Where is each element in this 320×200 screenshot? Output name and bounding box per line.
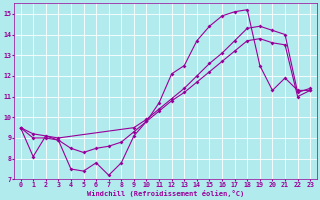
- X-axis label: Windchill (Refroidissement éolien,°C): Windchill (Refroidissement éolien,°C): [87, 190, 244, 197]
